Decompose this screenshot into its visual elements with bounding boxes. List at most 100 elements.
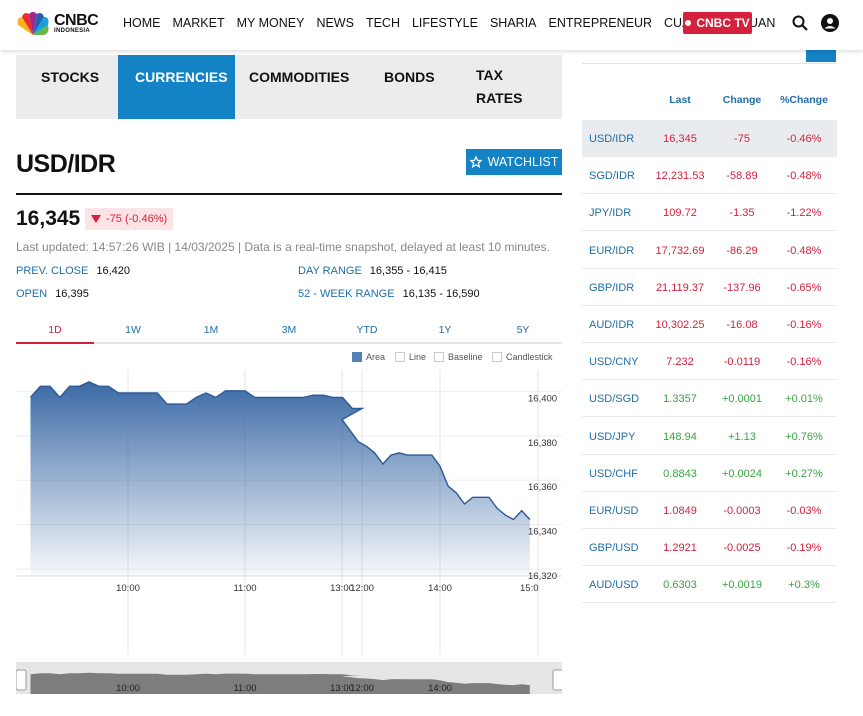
- range-1y[interactable]: 1Y: [438, 324, 452, 336]
- tab-bonds[interactable]: BONDS: [384, 69, 435, 85]
- rate-last: 21,119.37: [655, 281, 705, 294]
- range-ytd[interactable]: YTD: [356, 324, 378, 336]
- rate-change: +0.0019: [721, 579, 763, 592]
- day-range-value: 16,355 - 16,415: [369, 265, 447, 277]
- rate-row-gbp-usd[interactable]: GBP/USD 1.2921 -0.0025 -0.19%: [582, 529, 837, 567]
- range-1m[interactable]: 1M: [203, 324, 219, 336]
- navigator-left-handle[interactable]: [16, 669, 27, 691]
- cnbc-tv-button[interactable]: CNBC TV: [683, 12, 752, 34]
- rate-symbol[interactable]: AUD/IDR: [589, 319, 635, 331]
- user-icon[interactable]: [821, 14, 839, 32]
- rate-symbol[interactable]: JPY/IDR: [589, 207, 632, 220]
- price-chart[interactable]: 16,400 16,380 16,360 16,340 16,320 10:00 11:0…: [16, 370, 562, 660]
- rate-symbol[interactable]: USD/JPY: [589, 430, 636, 443]
- nav-my-money[interactable]: MY MONEY: [236, 16, 305, 30]
- tab-stocks[interactable]: STOCKS: [41, 69, 100, 85]
- rates-search-field[interactable]: [582, 50, 836, 64]
- rate-row-usd-jpy[interactable]: USD/JPY 148.94 +1.13 +0.76%: [582, 418, 837, 455]
- nav-lifestyle[interactable]: LIFESTYLE: [411, 16, 478, 30]
- rate-symbol[interactable]: EUR/IDR: [589, 244, 635, 257]
- range-3m[interactable]: 3M: [281, 324, 297, 336]
- rate-last: 16,345: [663, 133, 697, 145]
- rate-row-gbp-idr[interactable]: GBP/IDR 21,119.37 -137.96 -0.65%: [582, 269, 837, 306]
- navigator-area: [30, 672, 530, 694]
- rate-pct: -0.19%: [786, 542, 822, 555]
- nav-news[interactable]: NEWS: [316, 16, 354, 30]
- col-pct-header[interactable]: %Change: [780, 94, 828, 106]
- line-checkbox[interactable]: [395, 352, 405, 362]
- search-icon[interactable]: [792, 15, 808, 31]
- rate-change: -86.29: [726, 244, 758, 257]
- rate-row-jpy-idr[interactable]: JPY/IDR 109.72 -1.35 -1.22%: [582, 194, 837, 232]
- tab-currencies[interactable]: CURRENCIES: [118, 55, 235, 119]
- rates-search-button[interactable]: [806, 50, 836, 62]
- rate-last: 1.0849: [663, 505, 697, 517]
- rate-row-usd-chf[interactable]: USD/CHF 0.8843 +0.0024 +0.27%: [582, 455, 837, 492]
- rate-symbol[interactable]: GBP/IDR: [589, 281, 635, 294]
- cnbc-logo[interactable]: CNBC INDONESIA: [14, 11, 104, 37]
- nav-entrepreneur[interactable]: ENTREPRENEUR: [548, 16, 653, 30]
- rate-last: 7.232: [666, 356, 694, 369]
- nav-sharia[interactable]: SHARIA: [489, 16, 537, 30]
- rate-row-sgd-idr[interactable]: SGD/IDR 12,231.53 -58.89 -0.48%: [582, 157, 837, 195]
- range-5y[interactable]: 5Y: [516, 324, 530, 336]
- cnbc-tv-label: CNBC TV: [696, 16, 750, 30]
- rate-row-usd-idr[interactable]: USD/IDR 16,345 -75 -0.46%: [582, 120, 837, 157]
- rate-pct: -0.16%: [786, 319, 822, 331]
- range-underline-track: [16, 342, 562, 344]
- nav-market[interactable]: MARKET: [172, 16, 225, 30]
- rate-symbol[interactable]: SGD/IDR: [589, 170, 635, 183]
- col-last-header[interactable]: Last: [669, 94, 691, 106]
- range-1w[interactable]: 1W: [125, 324, 141, 336]
- rate-pct: -0.16%: [786, 356, 822, 369]
- rate-row-usd-cny[interactable]: USD/CNY 7.232 -0.0119 -0.16%: [582, 343, 837, 381]
- page-title: USD/IDR: [16, 150, 116, 178]
- prev-close-value: 16,420: [96, 265, 131, 277]
- rate-row-usd-sgd[interactable]: USD/SGD 1.3357 +0.0001 +0.01%: [582, 380, 837, 418]
- chart-type-candlestick[interactable]: Candlestick: [492, 352, 553, 362]
- tab-commodities[interactable]: COMMODITIES: [249, 69, 350, 85]
- baseline-label: Baseline: [448, 352, 483, 362]
- x-tick-label: 12:00: [350, 583, 374, 594]
- rate-row-aud-idr[interactable]: AUD/IDR 10,302.25 -16.08 -0.16%: [582, 306, 837, 343]
- rate-pct: +0.3%: [788, 579, 820, 592]
- rate-change: -16.08: [726, 319, 758, 331]
- watchlist-button[interactable]: WATCHLIST: [466, 149, 562, 175]
- rate-row-aud-usd[interactable]: AUD/USD 0.6303 +0.0019 +0.3%: [582, 566, 837, 604]
- rate-last: 1.3357: [663, 393, 697, 406]
- rate-symbol[interactable]: USD/CHF: [589, 467, 638, 480]
- rate-row-eur-usd[interactable]: EUR/USD 1.0849 -0.0003 -0.03%: [582, 492, 837, 529]
- rate-symbol[interactable]: USD/IDR: [589, 133, 635, 145]
- day-range-label: DAY RANGE: [298, 265, 362, 277]
- nav-tech[interactable]: TECH: [365, 16, 400, 30]
- tab-tax-rates[interactable]: TAX RATES: [476, 67, 523, 106]
- current-price: 16,345: [16, 207, 81, 230]
- rate-symbol[interactable]: GBP/USD: [589, 542, 639, 555]
- x-tick-label: 10:00: [116, 583, 140, 594]
- nav-home[interactable]: HOME: [123, 16, 161, 30]
- open-stat: OPEN 16,395: [16, 288, 89, 300]
- navigator-tick-label: 13:00: [330, 683, 354, 694]
- chart-type-area[interactable]: Area: [352, 352, 385, 362]
- navigator-right-handle[interactable]: [552, 669, 562, 691]
- rate-row-eur-idr[interactable]: EUR/IDR 17,732.69 -86.29 -0.48%: [582, 232, 837, 269]
- col-change-header[interactable]: Change: [722, 94, 762, 106]
- rate-symbol[interactable]: EUR/USD: [589, 505, 639, 517]
- area-label: Area: [366, 352, 386, 362]
- rate-symbol[interactable]: AUD/USD: [589, 579, 639, 592]
- range-active-indicator: [16, 342, 94, 344]
- day-range-stat: DAY RANGE 16,355 - 16,415: [298, 265, 447, 277]
- candlestick-checkbox[interactable]: [492, 352, 502, 362]
- area-checkbox[interactable]: [352, 352, 362, 362]
- chart-type-line[interactable]: Line: [395, 352, 426, 362]
- rate-last: 1.2921: [663, 542, 697, 555]
- open-value: 16,395: [55, 288, 89, 300]
- rate-symbol[interactable]: USD/CNY: [589, 356, 639, 369]
- rate-symbol[interactable]: USD/SGD: [589, 393, 640, 406]
- range-1d[interactable]: 1D: [48, 324, 62, 336]
- change-badge: -75 (-0.46%): [85, 208, 174, 230]
- baseline-checkbox[interactable]: [434, 352, 444, 362]
- chart-type-baseline[interactable]: Baseline: [434, 352, 483, 362]
